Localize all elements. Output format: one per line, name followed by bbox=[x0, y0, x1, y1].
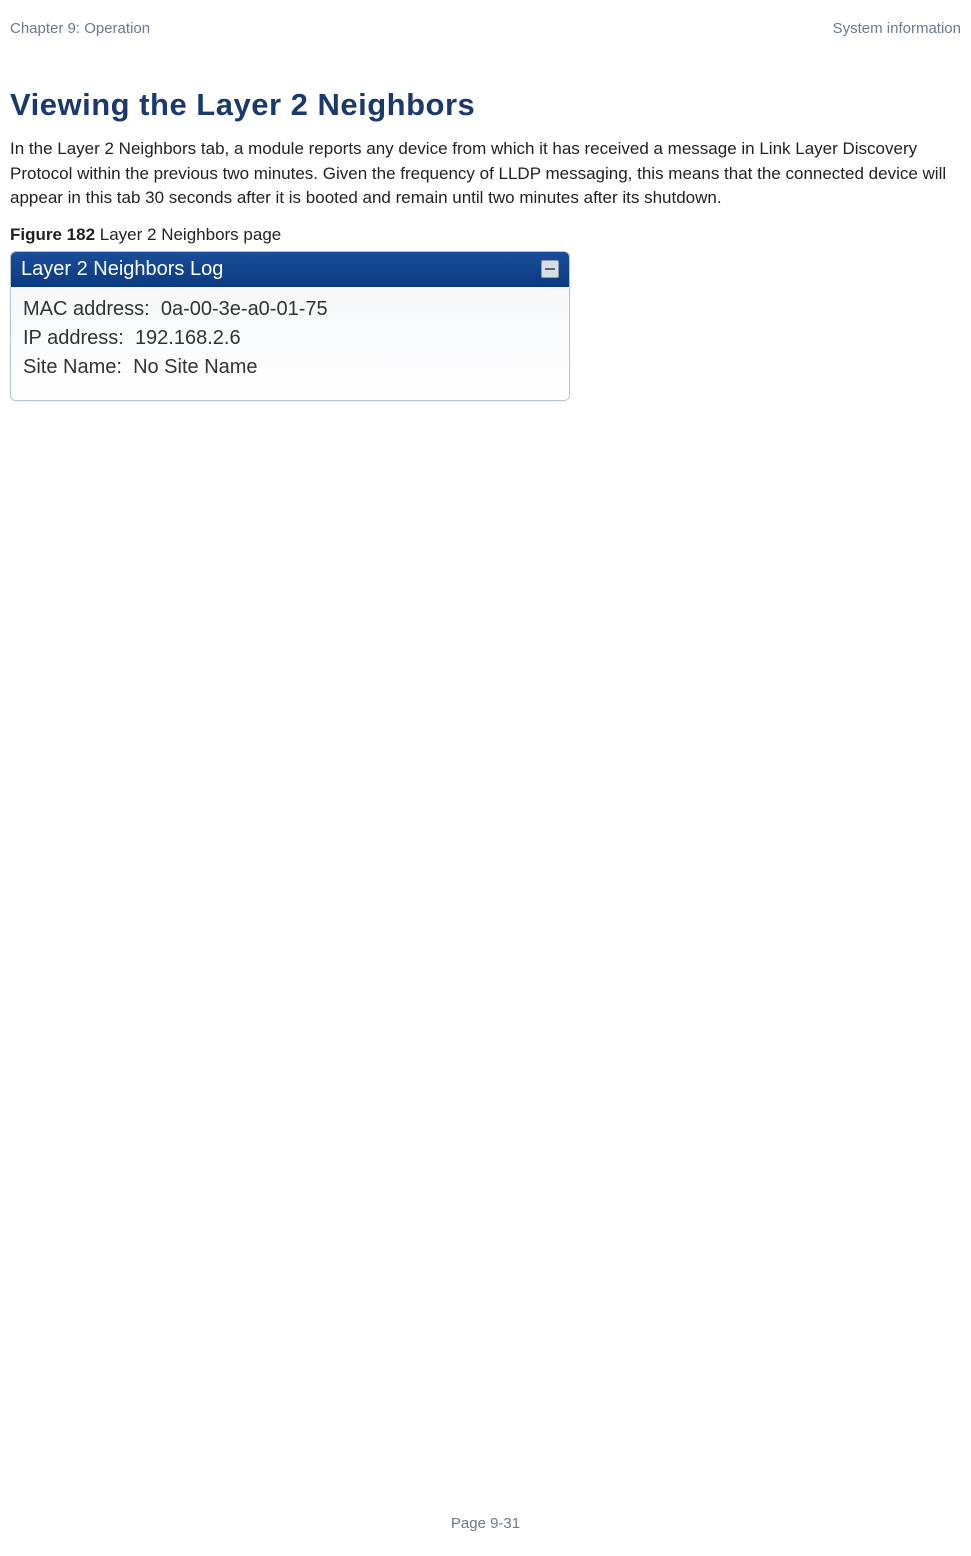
row-label: MAC address: bbox=[23, 298, 150, 320]
panel-row-sitename: Site Name: No Site Name bbox=[23, 353, 557, 382]
row-label: Site Name: bbox=[23, 356, 122, 378]
panel-header: Layer 2 Neighbors Log bbox=[11, 252, 569, 287]
figure-title: Layer 2 Neighbors page bbox=[95, 225, 281, 244]
page-heading: Viewing the Layer 2 Neighbors bbox=[10, 87, 961, 123]
row-label: IP address: bbox=[23, 327, 124, 349]
panel-row-ip: IP address: 192.168.2.6 bbox=[23, 324, 557, 353]
panel-body: MAC address: 0a-00-3e-a0-01-75 IP addres… bbox=[11, 287, 569, 400]
row-value: No Site Name bbox=[133, 356, 258, 378]
collapse-icon[interactable] bbox=[541, 260, 559, 278]
figure-caption: Figure 182 Layer 2 Neighbors page bbox=[10, 225, 961, 245]
header-chapter: Chapter 9: Operation bbox=[10, 20, 150, 37]
body-paragraph: In the Layer 2 Neighbors tab, a module r… bbox=[10, 137, 961, 211]
panel-title: Layer 2 Neighbors Log bbox=[21, 258, 223, 281]
panel-row-mac: MAC address: 0a-00-3e-a0-01-75 bbox=[23, 295, 557, 324]
layer2-neighbors-panel: Layer 2 Neighbors Log MAC address: 0a-00… bbox=[10, 251, 570, 401]
figure-number: Figure 182 bbox=[10, 225, 95, 244]
row-value: 0a-00-3e-a0-01-75 bbox=[161, 298, 328, 320]
page-header: Chapter 9: Operation System information bbox=[0, 0, 971, 37]
main-content: Viewing the Layer 2 Neighbors In the Lay… bbox=[0, 37, 971, 401]
row-value: 192.168.2.6 bbox=[135, 327, 241, 349]
page-footer: Page 9-31 bbox=[0, 1515, 971, 1532]
header-section: System information bbox=[833, 20, 961, 37]
